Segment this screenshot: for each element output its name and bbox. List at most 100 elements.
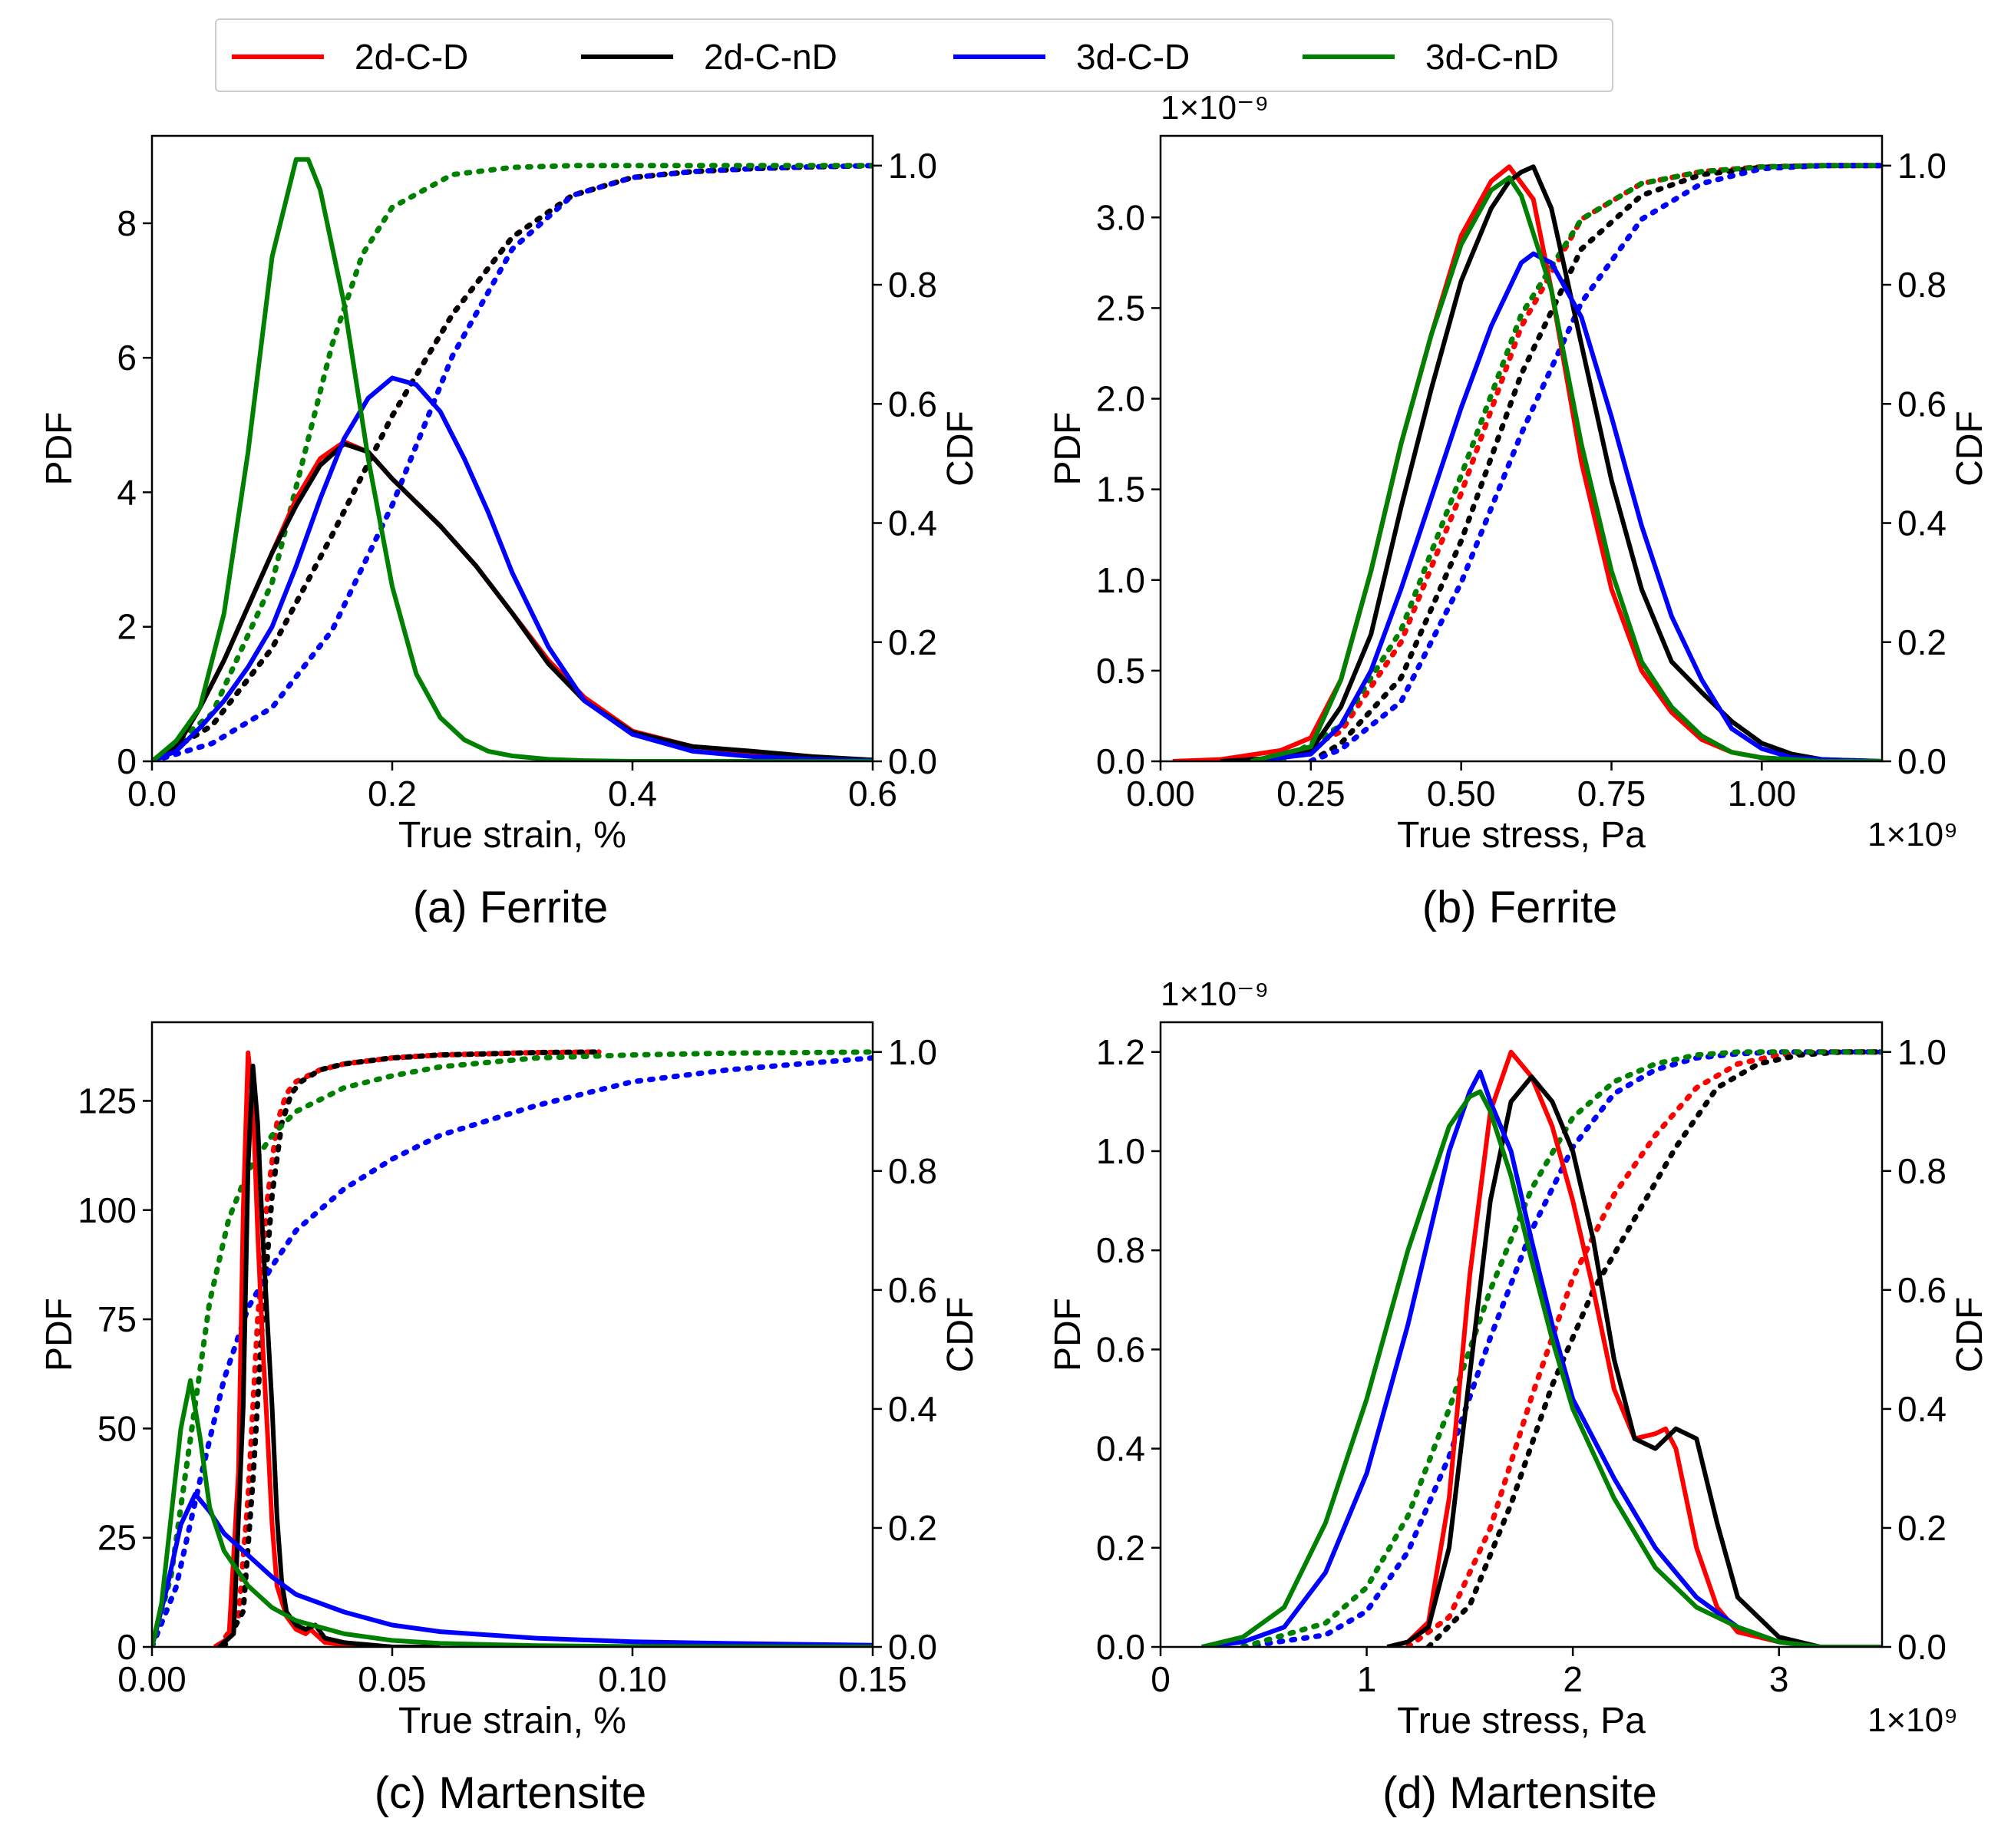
x-tick-label: 3 [1769, 1659, 1789, 1699]
x-tick-label: 0.50 [1427, 774, 1496, 813]
y-tick-label: 1.0 [1096, 1131, 1145, 1171]
y-tick-label: 0 [117, 1627, 137, 1667]
y2-tick-label: 1.0 [888, 146, 937, 186]
pdf-line-3d-c-d [152, 375, 873, 761]
y2-tick-label: 0.2 [1897, 622, 1947, 662]
x-tick-label: 0.6 [848, 774, 897, 813]
x-tick-label: 0.75 [1577, 774, 1646, 813]
legend-swatch [232, 54, 324, 59]
x-tick-label: 0 [1151, 1659, 1171, 1699]
x-tick-label: 0.0 [127, 774, 177, 813]
legend: 2d-C-D 2d-C-nD 3d-C-D 3d-C-nD [215, 18, 1613, 92]
legend-label: 3d-C-D [1076, 37, 1190, 77]
y2-tick-label: 0.0 [888, 1627, 937, 1667]
pdf-line-2d-c-d [213, 1050, 441, 1647]
cdf-line-3d-c-d [1308, 163, 1882, 761]
pdf-line-3d-c-nd [1250, 175, 1882, 761]
y-axis-label: PDF [1048, 1298, 1088, 1371]
legend-item-2d-c-d: 2d-C-D [232, 20, 468, 94]
x-axis-label: True strain, % [398, 815, 626, 856]
legend-item-3d-c-nd: 3d-C-nD [1303, 20, 1559, 94]
pdf-line-3d-c-nd [1200, 1089, 1882, 1647]
y2-tick-label: 0.4 [1897, 503, 1947, 543]
x-tick-label: 0.00 [1126, 774, 1195, 813]
y-tick-label: 25 [97, 1518, 137, 1558]
x-tick-label: 0.00 [117, 1659, 187, 1699]
cdf-line-3d-c-d [1240, 1049, 1882, 1647]
legend-swatch [953, 54, 1045, 59]
y2-tick-label: 0.8 [888, 1151, 937, 1191]
x-tick-label: 1 [1357, 1659, 1377, 1699]
x-axis-label: True stress, Pa [1397, 1701, 1646, 1741]
y2-tick-label: 0.2 [888, 622, 937, 662]
pdf-line-2d-c-nd [1220, 164, 1882, 761]
x-axis-label: True stress, Pa [1397, 815, 1646, 856]
legend-swatch [1303, 54, 1395, 59]
y-tick-label: 0.5 [1096, 651, 1145, 691]
y2-tick-label: 1.0 [1897, 146, 1947, 186]
chart-panel-1: 0.0 0.2 0.4 0.6 0 2 4 6 8 0.0 0.2 0.4 0.6 0.8 1.0 True … [39, 134, 981, 932]
y-tick-label: 0.8 [1096, 1230, 1145, 1270]
cdf-line-2d-c-nd [152, 163, 873, 761]
y2-tick-label: 0.6 [1897, 384, 1947, 424]
y2-tick-label: 0.8 [888, 265, 937, 305]
y-tick-label: 1.0 [1096, 560, 1145, 600]
cdf-line-2d-c-nd [1425, 1049, 1882, 1647]
y-axis-label: PDF [1048, 412, 1088, 486]
y2-tick-label: 0.8 [1897, 265, 1947, 305]
pdf-line-3d-c-d [1201, 1069, 1882, 1647]
y2-axis-label: CDF [1950, 1297, 1990, 1373]
legend-item-3d-c-d: 3d-C-D [953, 20, 1190, 94]
y-tick-label: 2.5 [1096, 288, 1145, 328]
y-tick-label: 6 [117, 338, 137, 378]
cdf-line-3d-c-nd [1278, 163, 1882, 761]
x-tick-label: 0.05 [358, 1659, 427, 1699]
x-tick-label: 1.00 [1728, 774, 1797, 813]
y2-tick-label: 1.0 [1897, 1032, 1947, 1072]
legend-label: 2d-C-nD [704, 37, 837, 77]
pdf-line-3d-c-nd [152, 1378, 873, 1647]
pdf-line-2d-c-nd [152, 441, 873, 761]
x-tick-label: 0.2 [368, 774, 417, 813]
y2-tick-label: 0.6 [888, 384, 937, 424]
pdf-line-2d-c-nd [1386, 1074, 1882, 1647]
y-tick-label: 75 [97, 1299, 137, 1339]
pdf-line-2d-c-nd [217, 1063, 441, 1647]
plot-frame [150, 1021, 874, 1648]
y-tick-label: 125 [78, 1081, 137, 1120]
y-tick-label: 0.6 [1096, 1329, 1145, 1369]
x-axis-label: True strain, % [398, 1701, 626, 1741]
y-tick-label: 0.2 [1096, 1528, 1145, 1568]
y-tick-label: 2.0 [1096, 379, 1145, 419]
y2-tick-label: 0.0 [888, 741, 937, 781]
x-offset-label: 1×10⁹ [1867, 1701, 1958, 1739]
cdf-line-2d-c-d [216, 1049, 602, 1647]
x-offset-label: 1×10⁹ [1867, 816, 1958, 853]
y-tick-label: 50 [97, 1408, 137, 1448]
cdf-line-3d-c-d [152, 1055, 873, 1647]
x-tick-label: 0.4 [608, 774, 657, 813]
x-tick-label: 0.15 [838, 1659, 907, 1699]
y2-tick-label: 0.0 [1897, 741, 1947, 781]
pdf-line-3d-c-d [152, 1491, 873, 1647]
y-tick-label: 8 [117, 203, 137, 243]
y2-axis-label: CDF [940, 411, 981, 487]
panel-caption: (b) Ferrite [1422, 883, 1618, 932]
plot-frame [150, 134, 874, 763]
y2-tick-label: 0.2 [1897, 1508, 1947, 1548]
y2-tick-label: 0.0 [1897, 1627, 1947, 1667]
y2-tick-label: 1.0 [888, 1032, 937, 1072]
cdf-line-3d-c-d [152, 163, 873, 761]
y-tick-label: 0.0 [1096, 741, 1145, 781]
pdf-line-2d-c-d [152, 439, 873, 761]
pdf-line-3d-c-nd [152, 157, 873, 761]
panel-caption: (c) Martensite [375, 1768, 647, 1818]
y-axis-label: PDF [39, 412, 80, 486]
x-tick-label: 2 [1563, 1659, 1583, 1699]
y-offset-label: 1×10⁻⁹ [1161, 89, 1269, 127]
chart-panel-4: 0 1 2 3 0.0 0.2 0.4 0.6 0.8 1.0 1.2 0.0 0.2 0.4 0.6 0.8… [1048, 975, 1990, 1818]
cdf-line-3d-c-nd [1240, 1049, 1882, 1647]
y-tick-label: 3.0 [1096, 197, 1145, 237]
y2-tick-label: 0.4 [888, 1389, 937, 1429]
